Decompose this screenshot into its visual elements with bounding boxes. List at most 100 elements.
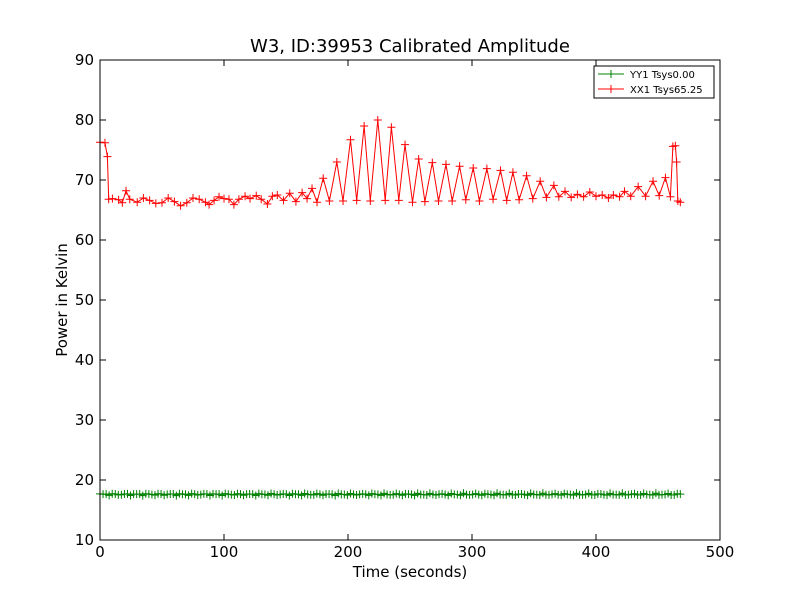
data-point-marker: [139, 194, 148, 202]
legend-marker: [607, 70, 615, 78]
data-point-marker: [210, 196, 219, 205]
y-tick-label: 90: [75, 51, 94, 69]
x-tick-label: 300: [458, 543, 487, 561]
data-point-marker: [615, 192, 624, 201]
data-point-marker: [676, 490, 685, 499]
data-point-marker: [215, 192, 224, 201]
data-point-marker: [448, 197, 457, 205]
data-point-marker: [649, 177, 658, 186]
x-tick-label: 500: [706, 543, 735, 561]
data-point-marker: [308, 184, 317, 193]
data-point-marker: [455, 162, 464, 171]
data-point-marker: [561, 187, 569, 196]
data-point-marker: [332, 158, 341, 166]
data-point-marker: [401, 140, 410, 149]
data-point-marker: [224, 195, 233, 204]
data-point-marker: [387, 123, 396, 132]
data-point-marker: [579, 192, 588, 201]
data-point-marker: [205, 200, 214, 209]
data-point-marker: [285, 189, 294, 198]
plot-layer: [96, 116, 685, 500]
data-point-marker: [298, 188, 307, 197]
data-point-marker: [489, 195, 498, 204]
data-point-marker: [229, 200, 238, 209]
data-point-marker: [176, 201, 185, 210]
data-point-marker: [108, 194, 117, 203]
y-tick-label: 60: [75, 231, 94, 249]
legend-label: XX1 Tsys65.25: [630, 85, 703, 96]
data-point-marker: [604, 194, 613, 202]
data-point-marker: [381, 196, 390, 205]
series-yy1: [96, 489, 685, 500]
data-point-marker: [408, 198, 417, 207]
data-point-marker: [252, 191, 261, 200]
data-point-marker: [366, 197, 375, 205]
data-point-marker: [634, 182, 643, 191]
data-point-marker: [414, 155, 423, 163]
data-point-marker: [273, 191, 282, 199]
series-xx1: [96, 116, 685, 210]
data-point-marker: [672, 158, 681, 166]
legend-marker: [607, 85, 615, 93]
data-point-marker: [461, 195, 470, 204]
chart-title: W3, ID:39953 Calibrated Amplitude: [250, 36, 570, 57]
data-point-marker: [528, 194, 537, 203]
data-point-marker: [352, 196, 361, 205]
data-point-marker: [145, 196, 154, 205]
data-point-marker: [241, 192, 250, 201]
legend-box: [593, 65, 715, 99]
data-point-marker: [508, 168, 517, 177]
data-point-marker: [313, 198, 321, 207]
data-point-marker: [100, 138, 109, 147]
data-point-marker: [434, 197, 443, 205]
axes-layer: 0 100 200 300 400 500 10 20 30 40 50 60 70 80 90: [75, 51, 734, 561]
data-point-marker: [502, 196, 511, 205]
data-point-marker: [609, 191, 618, 199]
y-tick-label: 30: [75, 411, 94, 429]
data-point-marker: [592, 192, 600, 201]
data-point-marker: [125, 195, 134, 204]
data-point-marker: [158, 198, 166, 207]
y-tick-label: 80: [75, 111, 94, 129]
data-point-marker: [246, 194, 255, 203]
data-point-marker: [661, 173, 670, 182]
data-point-marker: [554, 192, 563, 201]
data-point-marker: [268, 192, 277, 201]
x-axis-label: Time (seconds): [352, 563, 468, 581]
data-point-marker: [394, 196, 403, 205]
data-point-marker: [373, 116, 382, 124]
legend: YY1 Tsys0.00 XX1 Tsys65.25: [593, 65, 715, 99]
data-point-marker: [133, 198, 142, 207]
data-point-marker: [263, 200, 272, 208]
data-point-marker: [542, 193, 551, 202]
data-point-marker: [655, 191, 664, 200]
data-point-marker: [234, 195, 243, 204]
data-point-marker: [475, 197, 484, 205]
data-point-marker: [195, 195, 204, 204]
x-tick-label: 0: [95, 543, 105, 561]
data-point-marker: [671, 141, 680, 150]
data-point-marker: [620, 187, 629, 196]
data-point-marker: [469, 164, 478, 172]
data-point-marker: [567, 193, 576, 202]
y-tick-label: 20: [75, 471, 94, 489]
y-tick-label: 50: [75, 291, 94, 309]
data-point-marker: [164, 194, 173, 202]
y-tick-label: 10: [75, 531, 94, 549]
data-point-marker: [122, 186, 131, 195]
data-point-marker: [189, 194, 197, 202]
x-tick-label: 200: [334, 543, 363, 561]
legend-label: YY1 Tsys0.00: [629, 70, 695, 81]
data-point-marker: [339, 197, 348, 205]
data-point-marker: [626, 192, 635, 201]
data-point-marker: [279, 196, 288, 205]
data-point-marker: [151, 199, 160, 208]
data-point-marker: [319, 174, 328, 183]
data-point-marker: [103, 152, 112, 161]
data-point-marker: [291, 197, 300, 206]
x-tick-label: 100: [210, 543, 239, 561]
data-point-marker: [325, 197, 334, 205]
y-tick-label: 40: [75, 351, 94, 369]
